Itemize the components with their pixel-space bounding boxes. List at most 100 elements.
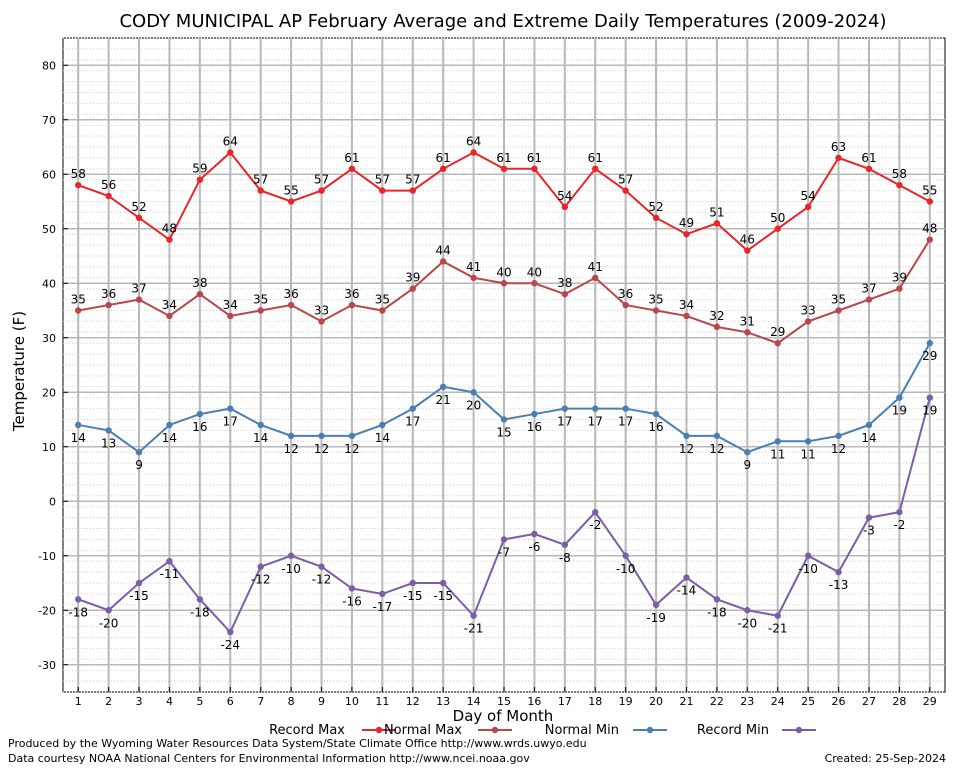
- data-point: [804, 438, 812, 445]
- data-point: [683, 432, 690, 440]
- data-label: 64: [223, 134, 238, 148]
- data-label: 35: [831, 293, 846, 307]
- data-label: 16: [192, 420, 207, 434]
- legend-marker: [375, 726, 383, 734]
- data-label: 36: [618, 287, 633, 301]
- data-point: [652, 601, 660, 608]
- data-point: [835, 432, 842, 440]
- y-tick-label: 70: [42, 114, 56, 127]
- chart-title: CODY MUNICIPAL AP February Average and E…: [119, 11, 886, 32]
- data-label: 14: [162, 431, 177, 445]
- x-tick-label: 15: [497, 695, 511, 708]
- y-tick-label: 80: [42, 59, 56, 72]
- data-label: 57: [618, 173, 633, 187]
- data-label: 39: [892, 271, 907, 285]
- data-point: [500, 416, 508, 423]
- data-point: [713, 220, 721, 227]
- data-label: 14: [861, 431, 876, 445]
- data-point: [75, 596, 82, 603]
- x-tick-label: 16: [527, 695, 541, 708]
- data-point: [896, 508, 903, 516]
- data-label: 41: [466, 260, 481, 274]
- data-point: [409, 285, 416, 292]
- data-point: [135, 214, 143, 222]
- data-point: [105, 192, 112, 200]
- data-label: 64: [466, 134, 481, 148]
- data-point: [744, 329, 751, 336]
- data-label: -8: [559, 551, 571, 565]
- data-point: [592, 165, 599, 172]
- legend-marker: [491, 726, 499, 734]
- x-tick-label: 28: [892, 695, 906, 708]
- data-point: [561, 405, 569, 412]
- data-point: [592, 405, 599, 412]
- data-label: 57: [405, 173, 420, 187]
- x-tick-label: 9: [318, 695, 325, 708]
- y-tick-label: -30: [38, 659, 56, 672]
- data-label: 11: [770, 447, 785, 461]
- data-point: [622, 301, 629, 309]
- data-label: -3: [863, 524, 875, 538]
- x-axis-label: Day of Month: [453, 707, 554, 725]
- data-label: -14: [677, 584, 697, 598]
- y-tick-label: 0: [49, 495, 56, 508]
- data-point: [196, 410, 204, 418]
- y-tick-label: -10: [38, 550, 56, 563]
- data-label: -18: [707, 605, 727, 619]
- y-tick-label: 50: [42, 223, 56, 236]
- data-label: 29: [922, 349, 937, 363]
- data-point: [166, 236, 173, 243]
- data-point: [896, 181, 903, 189]
- data-label: 29: [770, 325, 785, 339]
- x-tick-label: 8: [288, 695, 295, 708]
- x-tick-label: 21: [679, 695, 693, 708]
- x-tick-label: 27: [862, 695, 876, 708]
- data-label: 9: [743, 458, 751, 472]
- data-point: [683, 574, 690, 581]
- footer-created: Created: 25-Sep-2024: [824, 752, 946, 765]
- data-label: 54: [800, 189, 815, 203]
- data-label: 14: [375, 431, 390, 445]
- data-point: [135, 296, 143, 303]
- data-label: 48: [922, 222, 937, 236]
- series-layer: [75, 149, 933, 636]
- x-tick-label: 1: [75, 695, 82, 708]
- data-label: 13: [101, 436, 116, 450]
- legend-label: Record Min: [697, 723, 769, 738]
- y-tick-label: 60: [42, 168, 56, 181]
- data-label: -16: [342, 594, 362, 608]
- data-label: 59: [192, 162, 207, 176]
- data-point: [561, 290, 569, 298]
- data-point: [227, 149, 234, 156]
- data-label: -12: [312, 573, 332, 587]
- data-point: [470, 389, 477, 396]
- data-point: [75, 421, 82, 429]
- data-label: 34: [679, 298, 694, 312]
- data-label: 63: [831, 140, 846, 154]
- legend-label: Record Max: [269, 723, 345, 738]
- data-point: [683, 231, 690, 238]
- data-point: [865, 514, 873, 521]
- data-point: [257, 563, 264, 570]
- legend-label: Normal Max: [384, 723, 462, 738]
- data-point: [835, 307, 842, 314]
- data-point: [166, 421, 173, 429]
- data-point: [926, 236, 933, 243]
- data-point: [227, 312, 234, 320]
- data-point: [804, 318, 812, 325]
- data-label: 56: [101, 178, 116, 192]
- data-point: [439, 383, 447, 390]
- data-point: [257, 421, 264, 429]
- data-label: 12: [314, 442, 329, 456]
- data-point: [531, 165, 538, 172]
- data-label: 55: [283, 184, 298, 198]
- data-label: -2: [589, 518, 601, 532]
- data-label: 12: [831, 442, 846, 456]
- data-label: 32: [709, 309, 724, 323]
- data-point: [348, 432, 356, 440]
- data-label: 52: [648, 200, 663, 214]
- data-point: [227, 628, 234, 636]
- data-label: 61: [588, 151, 603, 165]
- data-point: [622, 552, 629, 559]
- x-tick-label: 20: [649, 695, 663, 708]
